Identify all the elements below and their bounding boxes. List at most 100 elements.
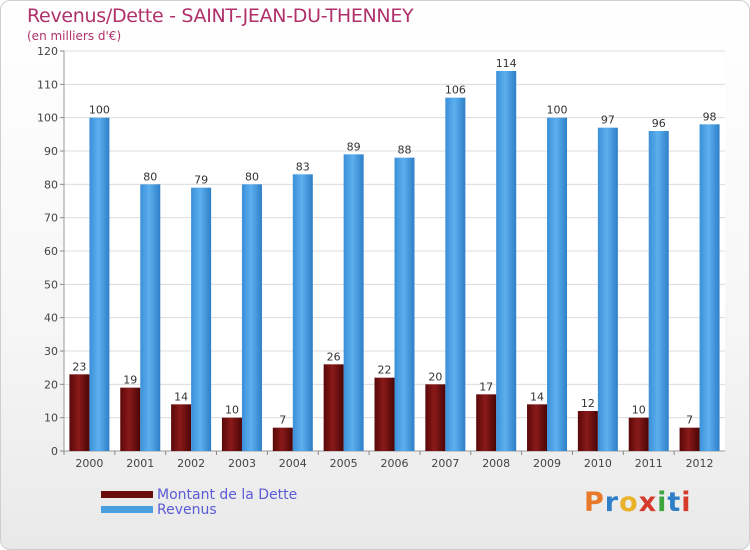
revenus-value-label: 100 [547, 104, 568, 117]
legend-swatch-revenus [101, 506, 153, 513]
revenus-bar [241, 184, 262, 452]
revenus-bar [140, 184, 161, 452]
y-tick-label: 120 [37, 45, 58, 58]
legend-item-dette: Montant de la Dette [101, 486, 298, 503]
revenus-value-label: 96 [652, 117, 666, 130]
legend-item-revenus: Revenus [101, 501, 297, 518]
dette-bar [272, 427, 293, 451]
y-tick-label: 70 [44, 212, 58, 225]
legend-label-dette: Montant de la Dette [157, 486, 298, 503]
x-tick-label: 2004 [279, 457, 307, 470]
dette-value-label: 20 [428, 370, 442, 383]
x-tick-label: 2006 [381, 457, 409, 470]
revenus-bar [496, 71, 517, 451]
revenus-bar [89, 117, 110, 452]
logo-letter: P [584, 487, 605, 518]
x-tick-label: 2008 [482, 457, 510, 470]
y-tick-label: 60 [44, 245, 58, 258]
logo-letter: x [638, 487, 658, 518]
revenus-bar [445, 97, 466, 452]
revenus-bar [191, 187, 212, 451]
x-tick-label: 2009 [533, 457, 561, 470]
x-tick-label: 2000 [75, 457, 103, 470]
x-tick-label: 2001 [126, 457, 154, 470]
dette-bar [679, 427, 700, 451]
revenus-value-label: 83 [296, 160, 310, 173]
x-tick-label: 2011 [635, 457, 663, 470]
revenus-value-label: 79 [194, 174, 208, 187]
dette-bar [527, 404, 548, 451]
revenus-bar [699, 124, 720, 451]
dette-value-label: 22 [378, 364, 392, 377]
dette-bar [577, 411, 598, 451]
y-tick-label: 40 [44, 312, 58, 325]
dette-bar [374, 377, 395, 451]
legend-label-revenus: Revenus [157, 501, 217, 518]
dette-bar [171, 404, 192, 451]
revenus-value-label: 88 [398, 144, 412, 157]
dette-value-label: 23 [72, 360, 86, 373]
dette-value-label: 7 [686, 414, 693, 427]
x-tick-label: 2002 [177, 457, 205, 470]
revenus-bar [343, 154, 364, 452]
x-tick-label: 2007 [431, 457, 459, 470]
logo-letter: i [681, 487, 692, 518]
x-tick-label: 2010 [584, 457, 612, 470]
chart-title: Revenus/Dette - SAINT-JEAN-DU-THENNEY [27, 5, 414, 27]
y-tick-label: 10 [44, 412, 58, 425]
x-tick-label: 2012 [686, 457, 714, 470]
revenus-value-label: 100 [89, 104, 110, 117]
dette-value-label: 14 [174, 390, 188, 403]
dette-value-label: 26 [327, 350, 341, 363]
y-tick-label: 110 [37, 78, 58, 91]
revenus-bar [394, 157, 415, 451]
bars-layer [69, 71, 720, 452]
y-tick-label: 50 [44, 278, 58, 291]
dette-value-label: 12 [581, 397, 595, 410]
y-tick-label: 20 [44, 378, 58, 391]
x-tick-label: 2003 [228, 457, 256, 470]
y-tick-label: 30 [44, 345, 58, 358]
revenus-bar [648, 131, 669, 451]
logo-letter: t [667, 487, 682, 518]
labels-layer: 23 100 19 80 14 79 10 80 7 83 26 89 22 88 20 106 17 114 14… [72, 57, 716, 427]
logo-letter: r [604, 487, 620, 518]
dette-value-label: 19 [123, 374, 137, 387]
legend: Montant de la Dette Revenus [101, 486, 298, 518]
dette-bar [69, 374, 90, 451]
dette-value-label: 7 [279, 414, 286, 427]
chart-subtitle: (en milliers d'€) [27, 29, 122, 43]
y-tick-label: 0 [51, 445, 58, 458]
proxiti-logo: Proxiti [584, 487, 692, 518]
dette-bar [425, 384, 446, 451]
revenus-bar [597, 127, 618, 452]
y-tick-label: 80 [44, 178, 58, 191]
x-tick-label: 2005 [330, 457, 358, 470]
revenus-value-label: 114 [496, 57, 517, 70]
revenus-value-label: 80 [143, 170, 157, 183]
dette-value-label: 10 [225, 404, 239, 417]
y-tick-label: 90 [44, 145, 58, 158]
legend-swatch-dette [101, 491, 153, 498]
logo-letter: i [657, 487, 668, 518]
revenus-value-label: 89 [347, 140, 361, 153]
revenus-value-label: 106 [445, 84, 466, 97]
y-tick-label: 100 [37, 112, 58, 125]
dette-value-label: 10 [632, 404, 646, 417]
logo-letter: o [619, 487, 639, 518]
revenus-value-label: 98 [703, 110, 717, 123]
revenus-value-label: 80 [245, 170, 259, 183]
revenus-bar [292, 174, 313, 452]
revenus-bar [547, 117, 568, 452]
dette-bar [323, 364, 344, 451]
dette-bar [628, 417, 649, 451]
dette-bar [221, 417, 242, 451]
dette-value-label: 14 [530, 390, 544, 403]
dette-bar [120, 387, 141, 451]
axis-layer: 0 10 20 30 40 50 60 70 80 90 100 110 120 2000 2001 2002… [37, 45, 725, 470]
dette-value-label: 17 [479, 380, 493, 393]
dette-bar [476, 394, 497, 451]
revenus-value-label: 97 [601, 114, 615, 127]
